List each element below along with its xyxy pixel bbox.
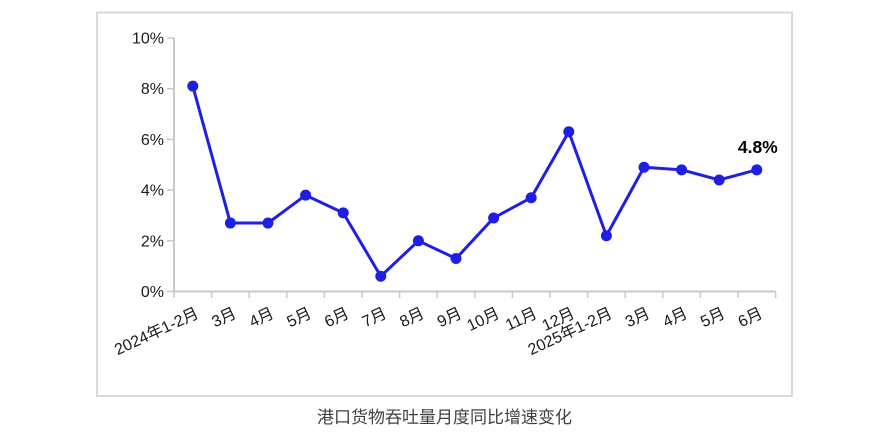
data-point xyxy=(638,161,650,173)
data-point xyxy=(563,126,575,138)
data-point xyxy=(375,270,387,282)
data-point xyxy=(450,253,462,265)
data-point-label: 4.8% xyxy=(738,137,778,157)
chart-frame xyxy=(96,11,793,397)
data-point xyxy=(262,217,274,229)
data-point xyxy=(488,212,500,224)
data-line xyxy=(191,84,759,278)
y-axis-tick-label: 10% xyxy=(132,31,164,48)
data-point xyxy=(676,164,688,176)
data-point xyxy=(224,217,236,229)
y-axis-tick-label: 2% xyxy=(141,233,164,250)
chart-caption: 港口货物吞吐量月度同比增速变化 xyxy=(317,408,572,427)
data-point xyxy=(600,230,612,242)
data-point xyxy=(412,235,424,247)
data-point xyxy=(337,207,349,219)
data-point xyxy=(300,189,312,201)
y-axis-tick-label: 6% xyxy=(141,132,164,149)
y-axis-tick-label: 0% xyxy=(141,284,164,301)
y-axis-tick-label: 4% xyxy=(141,183,164,200)
data-point xyxy=(525,192,537,204)
data-point xyxy=(187,80,199,92)
data-point xyxy=(713,174,725,186)
data-point xyxy=(751,164,763,176)
y-axis-tick-label: 8% xyxy=(141,81,164,98)
